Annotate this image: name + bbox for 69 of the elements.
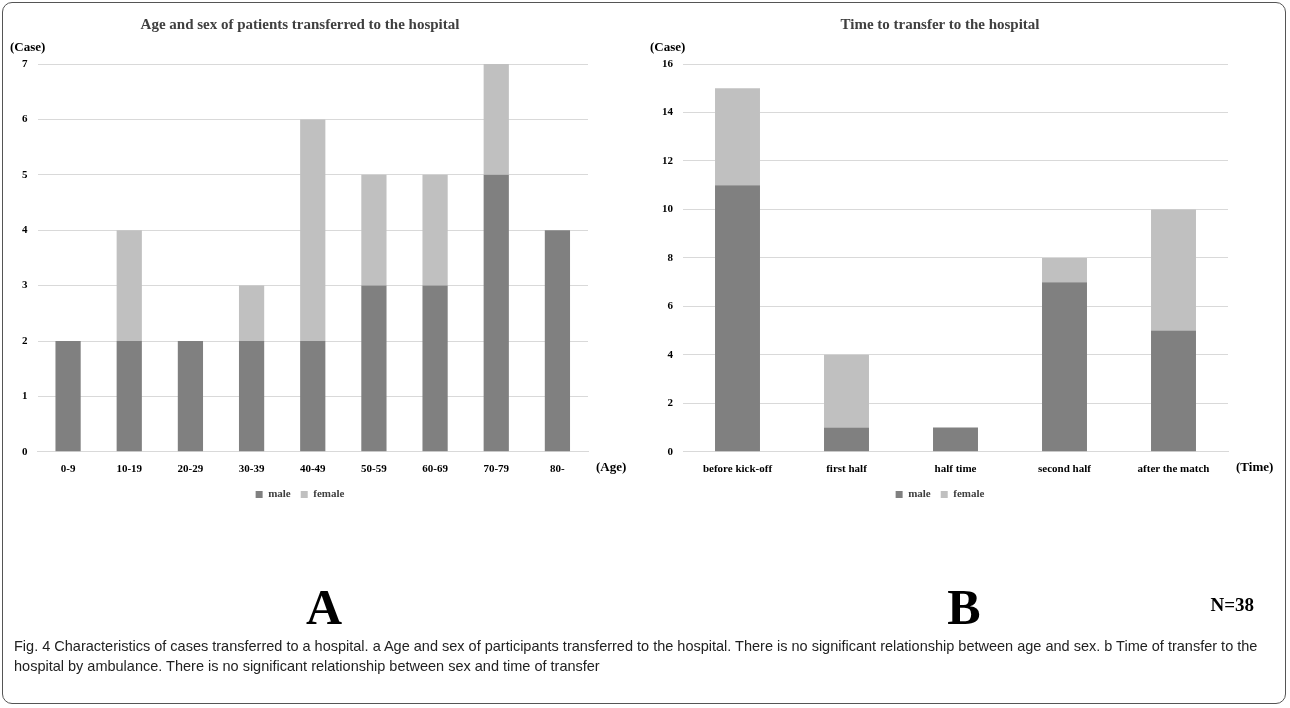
text: B: [947, 579, 981, 635]
bar: [300, 341, 326, 452]
text: N=38: [1210, 594, 1254, 616]
x-tick-label: 40-49: [299, 462, 327, 475]
y-tick-label: 14: [662, 105, 674, 118]
y-tick-label: 7: [22, 56, 28, 69]
bar: [422, 285, 448, 452]
y-tick-label: 5: [22, 167, 28, 180]
bar: [116, 341, 142, 452]
bar: [422, 174, 448, 286]
bar: [300, 119, 326, 341]
y-tick-label: 8: [667, 250, 674, 263]
chart-title: Time to transfer to the hospital: [840, 15, 1040, 32]
caption: Fig. 4 Characteristics of cases transferred to a hospital. a Age and sex of participants transferred to the hospital. There is no significant relationship between age and sex. b Time of transfer to the hospital by ambulance. There is no significant relationship between sex and time of transfer: [14, 637, 1259, 676]
bar: [483, 64, 509, 175]
legend-label: female: [313, 487, 345, 500]
y-tick-label: 6: [22, 112, 28, 125]
x-tick-label: 80-: [550, 462, 566, 475]
x-tick-label: 0-9: [60, 462, 76, 475]
y-axis-title: (Case): [10, 38, 46, 54]
bar: [361, 285, 387, 452]
x-tick-label: 20-29: [177, 462, 204, 475]
bar: [824, 427, 869, 452]
bar: [1151, 330, 1196, 452]
bar: [238, 285, 265, 341]
legend-label: male: [908, 487, 931, 500]
y-axis-title: (Case): [650, 38, 686, 54]
y-tick-label: 1: [22, 389, 28, 402]
y-tick-label: 2: [667, 396, 674, 409]
x-tick-label: 30-39: [238, 462, 265, 475]
y-tick-label: 2: [22, 333, 28, 346]
x-axis-title: (Age): [596, 458, 627, 474]
y-tick-label: 12: [662, 153, 674, 166]
bar: [1151, 209, 1196, 331]
x-tick-label: half time: [934, 462, 977, 475]
bar: [238, 341, 265, 452]
x-tick-label: first half: [826, 462, 868, 475]
bar: [544, 230, 571, 452]
bar: [933, 427, 978, 452]
chart-title: Age and sex of patients transferred to the hospital: [140, 15, 460, 32]
y-tick-label: 6: [667, 299, 674, 312]
x-tick-label: second half: [1038, 462, 1092, 475]
bar: [177, 341, 204, 452]
y-tick-label: 10: [662, 202, 674, 215]
x-tick-label: 10-19: [116, 462, 143, 475]
y-tick-label: 0: [22, 444, 28, 457]
x-tick-label: 70-79: [483, 462, 510, 475]
bar: [361, 174, 387, 286]
bar: [1042, 282, 1087, 452]
bar: [116, 230, 142, 341]
legend-label: female: [953, 487, 985, 500]
text: A: [304, 579, 344, 635]
x-axis-title: (Time): [1236, 458, 1274, 474]
bar: [715, 185, 760, 452]
bar: [824, 354, 869, 428]
x-tick-label: 50-59: [361, 462, 388, 475]
bar: [1042, 257, 1087, 283]
x-tick-label: 60-69: [422, 462, 449, 475]
bar: [55, 341, 81, 452]
legend-label: male: [268, 487, 291, 500]
y-tick-label: 3: [22, 278, 28, 291]
bar: [715, 88, 760, 186]
bar: [483, 174, 509, 452]
x-tick-label: before kick-off: [702, 462, 773, 475]
y-tick-label: 16: [662, 56, 674, 69]
y-tick-label: 4: [667, 347, 674, 360]
x-tick-label: after the match: [1137, 462, 1210, 475]
y-tick-label: 4: [22, 223, 28, 236]
y-tick-label: 0: [667, 444, 674, 457]
